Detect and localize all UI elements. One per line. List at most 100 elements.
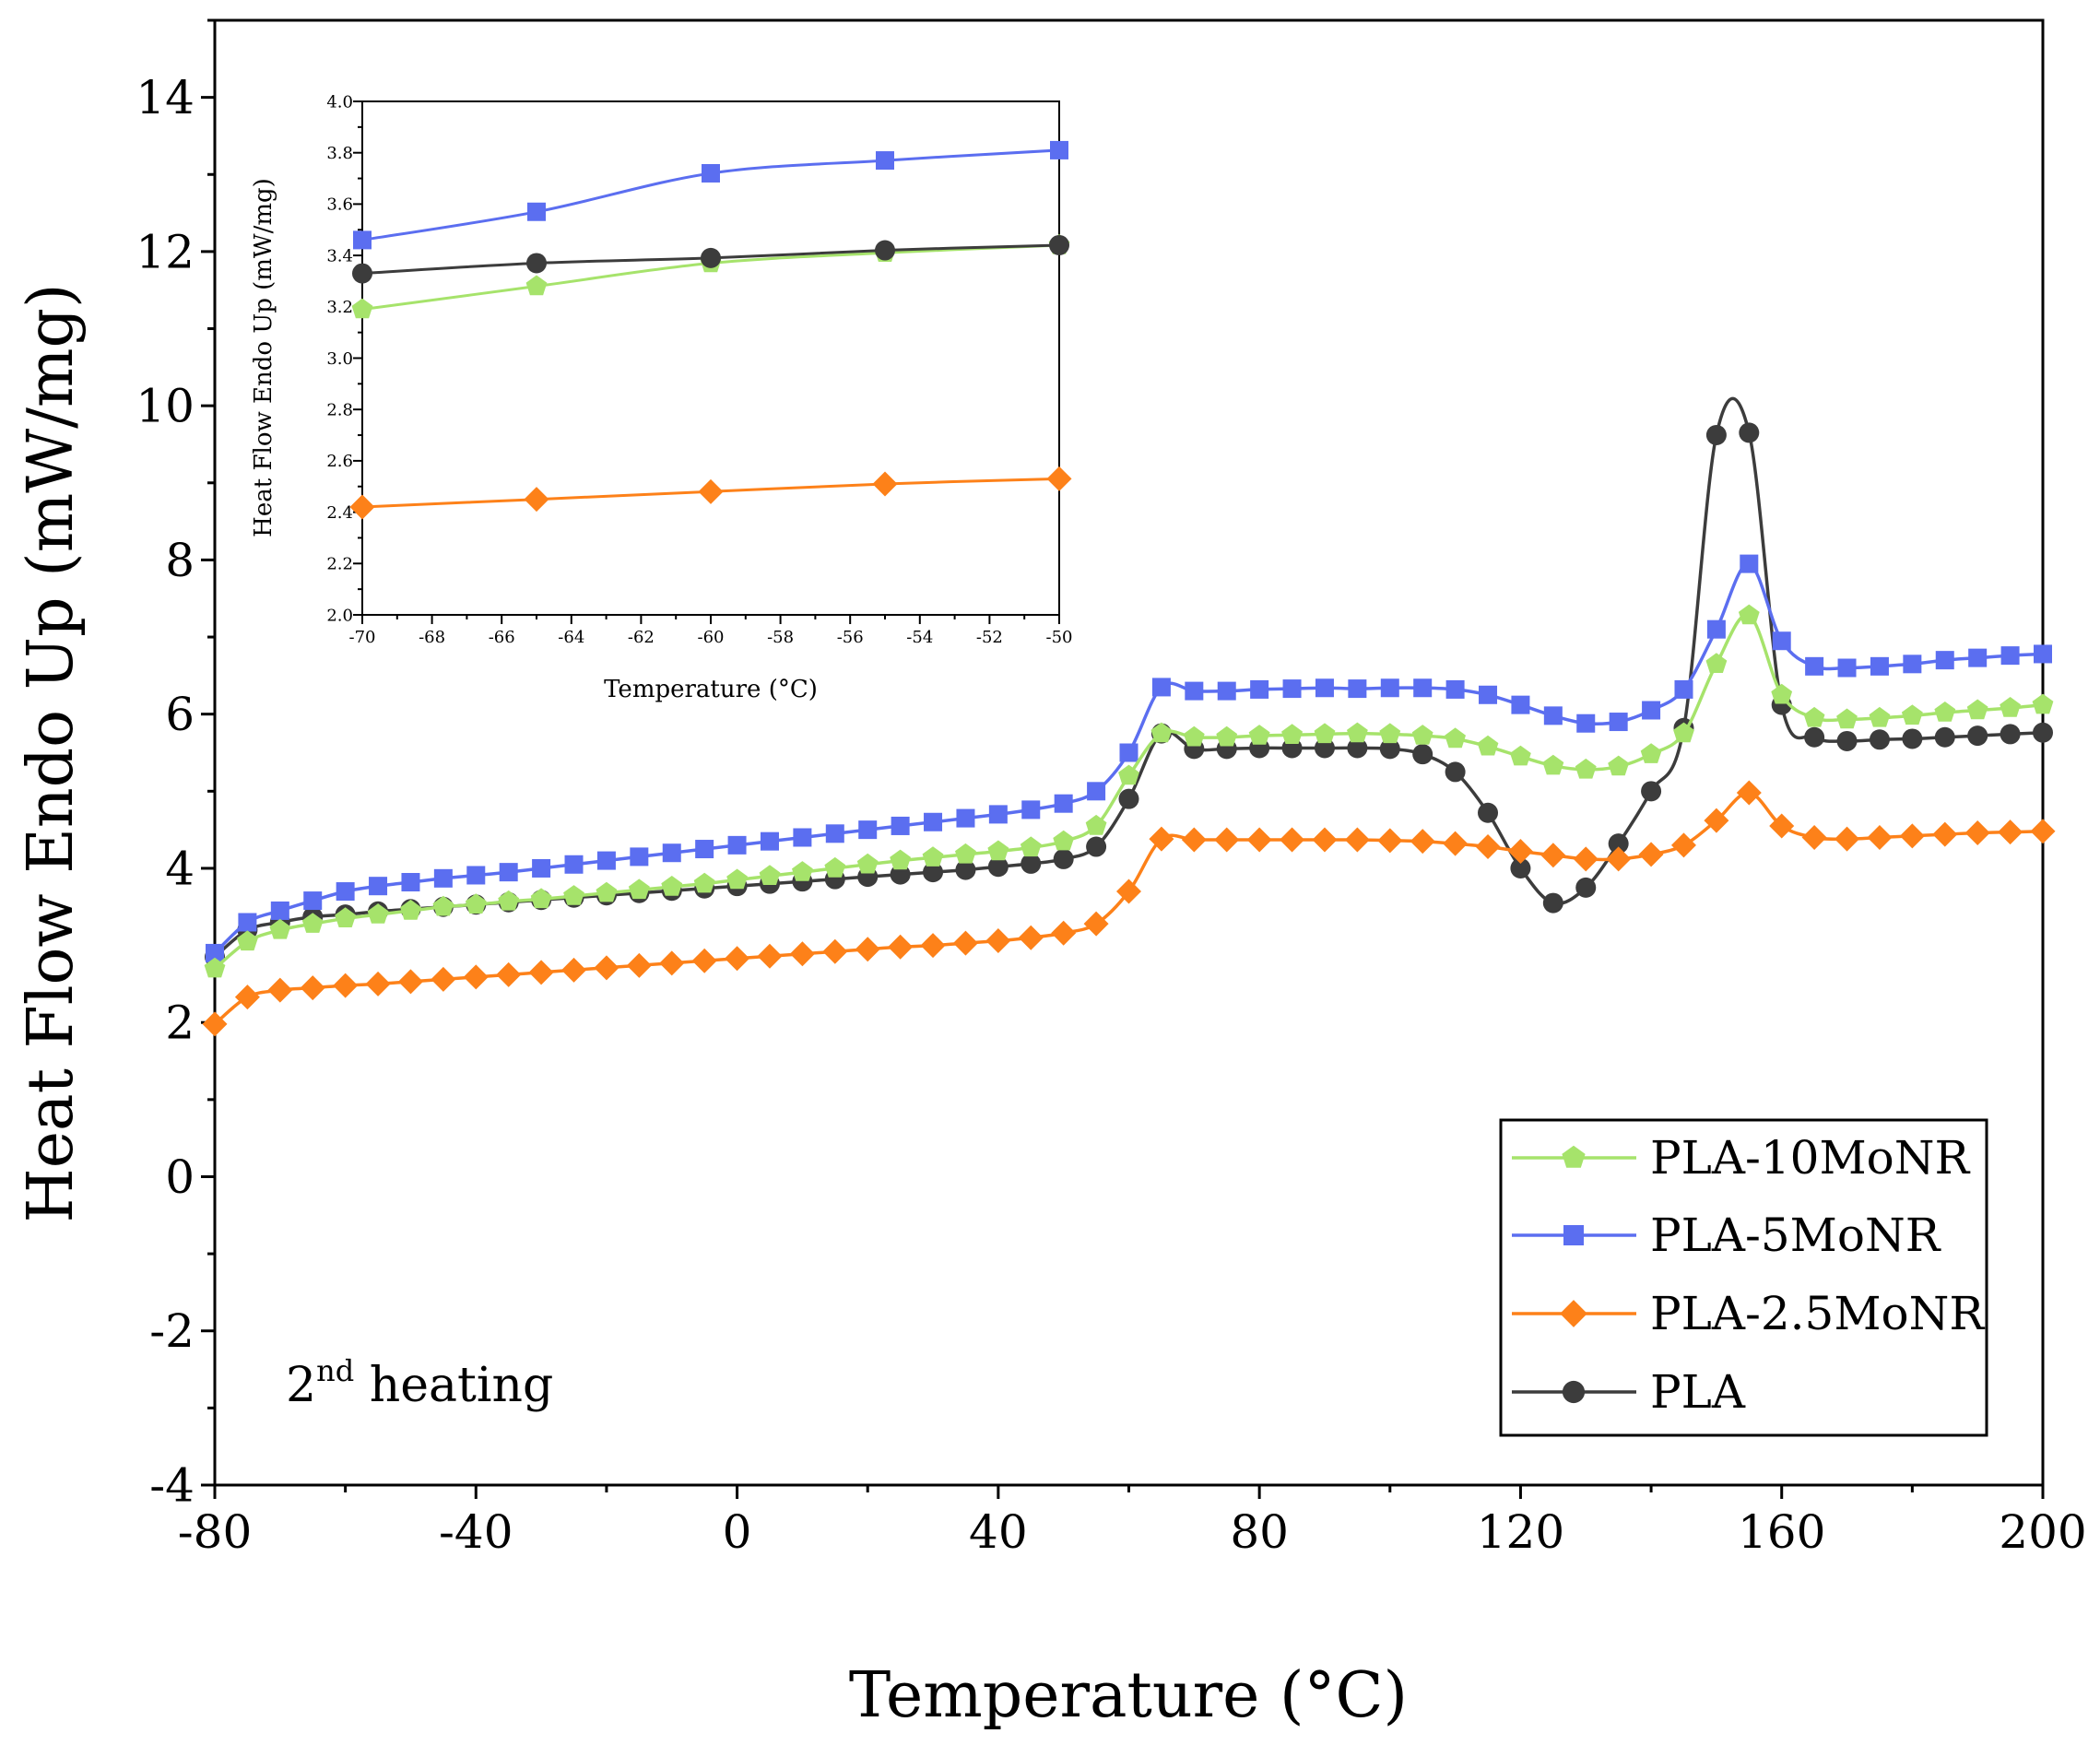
inset-x-tick-label: -64 (558, 628, 584, 647)
main-data-point (1804, 726, 1825, 748)
main-data-point (1705, 424, 1727, 445)
main-data-point (1248, 725, 1270, 745)
main-data-point (1608, 755, 1630, 776)
inset-data-point (702, 163, 720, 183)
main-data-point (1380, 678, 1399, 698)
main-data-point (1412, 744, 1433, 765)
main-data-point (1706, 619, 1726, 639)
main-data-point (2000, 724, 2021, 745)
inset-x-tick-labels: -70 -68 -66 -64 -62 -60 -58 -56 -54 -52 -50 (349, 628, 1073, 647)
main-data-point (1899, 823, 1925, 849)
inset-x-tick-label: -66 (489, 628, 515, 647)
main-data-point (1018, 925, 1044, 950)
main-data-point (1542, 754, 1564, 775)
main-data-point (727, 835, 747, 855)
main-data-point (1740, 554, 1759, 573)
main-data-point (922, 846, 944, 867)
main-data-point (1475, 834, 1501, 860)
main-data-point (466, 866, 486, 885)
main-data-point (1150, 722, 1173, 743)
inset-x-tick-label: -50 (1046, 628, 1073, 647)
main-data-point (303, 891, 323, 911)
main-data-point (1642, 701, 1661, 720)
legend-entry: PLA (1512, 1365, 1746, 1419)
main-data-point (1181, 827, 1207, 853)
inset-y-tick-label: 3.8 (326, 144, 353, 163)
main-data-point (1837, 658, 1857, 678)
main-data-point (659, 950, 685, 976)
main-data-point (1445, 679, 1465, 699)
main-x-tick-label: 120 (1477, 1505, 1564, 1559)
main-data-point (824, 856, 846, 878)
main-data-point (1379, 723, 1401, 744)
main-data-point (1869, 706, 1891, 727)
main-data-point (2000, 646, 2020, 666)
main-data-point (1119, 743, 1138, 762)
main-y-tick-label: 2 (165, 996, 195, 1050)
main-data-point (1511, 695, 1530, 714)
main-data-point (367, 903, 389, 924)
main-data-point (234, 985, 260, 1010)
inset-y-tick-label: 3.0 (326, 349, 353, 369)
main-data-point (1214, 827, 1240, 853)
main-data-point (626, 952, 652, 978)
main-y-tick-label: 0 (165, 1150, 195, 1204)
main-data-point (1217, 681, 1236, 701)
inset-y-tick-labels: 2.0 2.2 2.4 2.6 2.8 3.0 3.2 3.4 3.6 3.8 4.0 (326, 92, 353, 625)
main-data-point (757, 943, 783, 969)
main-data-point (1312, 827, 1338, 853)
inset-data-point (525, 275, 548, 296)
main-data-point (1867, 824, 1893, 850)
legend-entry: PLA-5MoNR (1512, 1209, 1941, 1262)
main-data-point (760, 831, 779, 851)
main-data-point (1903, 654, 1922, 674)
main-data-point (1641, 781, 1662, 802)
main-data-point (1020, 836, 1042, 857)
main-data-point (530, 888, 552, 909)
main-y-tick-label: 12 (136, 225, 195, 278)
legend-entry: PLA-10MoNR (1512, 1131, 1971, 1185)
inset-data-point (698, 478, 724, 504)
main-data-point (202, 1011, 228, 1037)
main-data-point (1443, 831, 1469, 856)
legend-marker (1562, 1380, 1586, 1404)
inset-y-tick-label: 3.4 (326, 246, 353, 265)
main-data-point (400, 899, 421, 920)
main-data-point (365, 971, 391, 996)
main-data-point (2000, 697, 2021, 717)
legend-marker (1560, 1300, 1587, 1327)
main-data-point (1575, 758, 1597, 779)
main-data-point (1801, 824, 1827, 850)
main-data-point (1507, 839, 1533, 865)
inset-series-group (349, 140, 1072, 520)
main-data-point (789, 941, 815, 967)
main-data-point (1769, 813, 1795, 839)
main-data-point (891, 816, 910, 835)
main-data-point (693, 872, 715, 893)
main-data-point (1934, 702, 1956, 722)
main-data-point (1087, 782, 1106, 801)
inset-y-tick-label: 2.8 (326, 401, 353, 420)
main-data-point (1510, 745, 1531, 766)
inset-y-tick-label: 2.0 (326, 606, 353, 625)
main-data-point (661, 876, 683, 896)
inset-x-tick-label: -54 (906, 628, 933, 647)
inset-y-tick-label: 2.4 (326, 503, 353, 523)
main-data-point (1968, 648, 1988, 667)
main-data-point (1902, 728, 1923, 749)
main-data-point (1413, 678, 1433, 698)
main-y-tick-label: 8 (165, 534, 195, 587)
main-x-tick-labels: -80 -40 0 40 80 120 160 200 (178, 1505, 2087, 1559)
main-data-point (433, 868, 453, 888)
main-data-point (432, 895, 454, 916)
main-x-tick-label: 0 (723, 1505, 752, 1559)
main-series-pla-5monr (206, 554, 2052, 962)
main-data-point (269, 918, 291, 939)
inset-data-point (872, 471, 898, 497)
inset-x-tick-label: -70 (349, 628, 376, 647)
main-data-point (856, 853, 879, 874)
main-data-point (1575, 877, 1597, 898)
main-data-point (890, 849, 911, 870)
main-data-point (270, 901, 289, 920)
